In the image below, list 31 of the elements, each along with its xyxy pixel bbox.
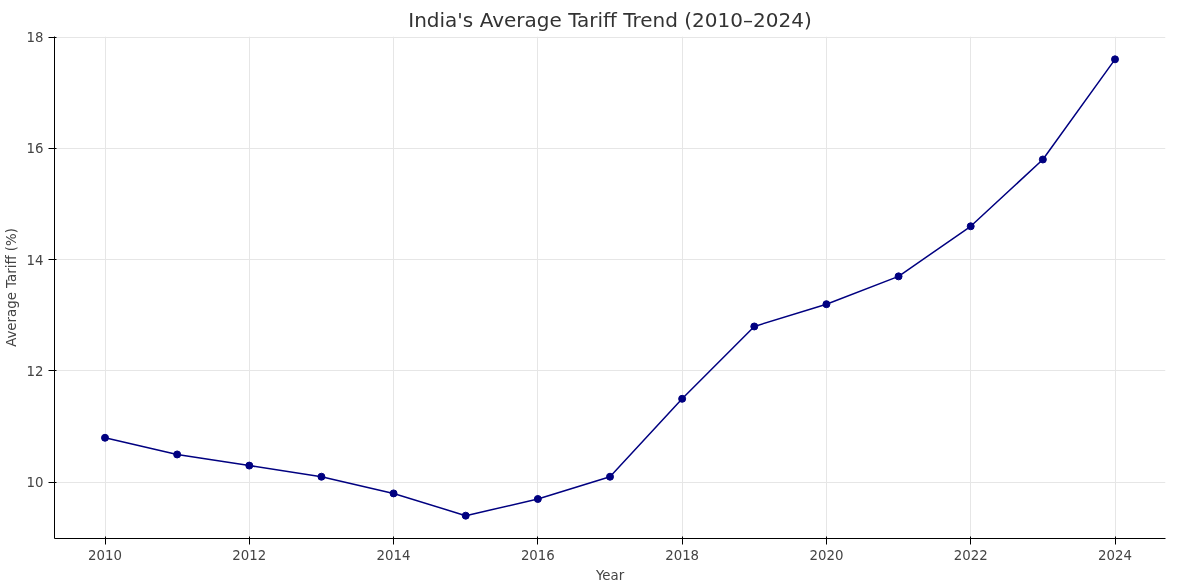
point	[750, 322, 759, 331]
y-tick-label: 18	[26, 30, 44, 46]
x-tick-label: 2020	[809, 547, 844, 563]
y-tick-label: 12	[26, 363, 44, 379]
y-tick-label: 16	[26, 141, 44, 157]
point	[245, 461, 254, 470]
x-tick-label: 2012	[232, 547, 267, 563]
point	[389, 489, 398, 498]
point	[101, 433, 109, 442]
chart-title: India's Average Tariff Trend (2010–2024)	[408, 7, 812, 32]
point	[966, 222, 975, 231]
x-axis-title: Year	[594, 567, 625, 583]
y-tick-label: 14	[26, 252, 44, 268]
point	[894, 272, 903, 281]
x-tick-label: 2024	[1098, 547, 1132, 563]
point	[822, 300, 831, 309]
x-tick-label: 2010	[88, 547, 122, 563]
y-tick-label: 10	[26, 475, 44, 491]
point	[1111, 55, 1119, 64]
point	[678, 394, 687, 403]
point	[173, 450, 182, 459]
y-axis-title: Average Tariff (%)	[3, 228, 19, 347]
x-tick-label: 2016	[520, 547, 555, 563]
x-tick-label: 2018	[665, 547, 700, 563]
point	[533, 494, 542, 503]
point	[317, 472, 326, 481]
x-tick-label: 2014	[376, 547, 411, 563]
x-tick-label: 2022	[953, 547, 988, 563]
point	[1038, 155, 1047, 164]
point	[461, 511, 470, 520]
point	[606, 472, 614, 481]
